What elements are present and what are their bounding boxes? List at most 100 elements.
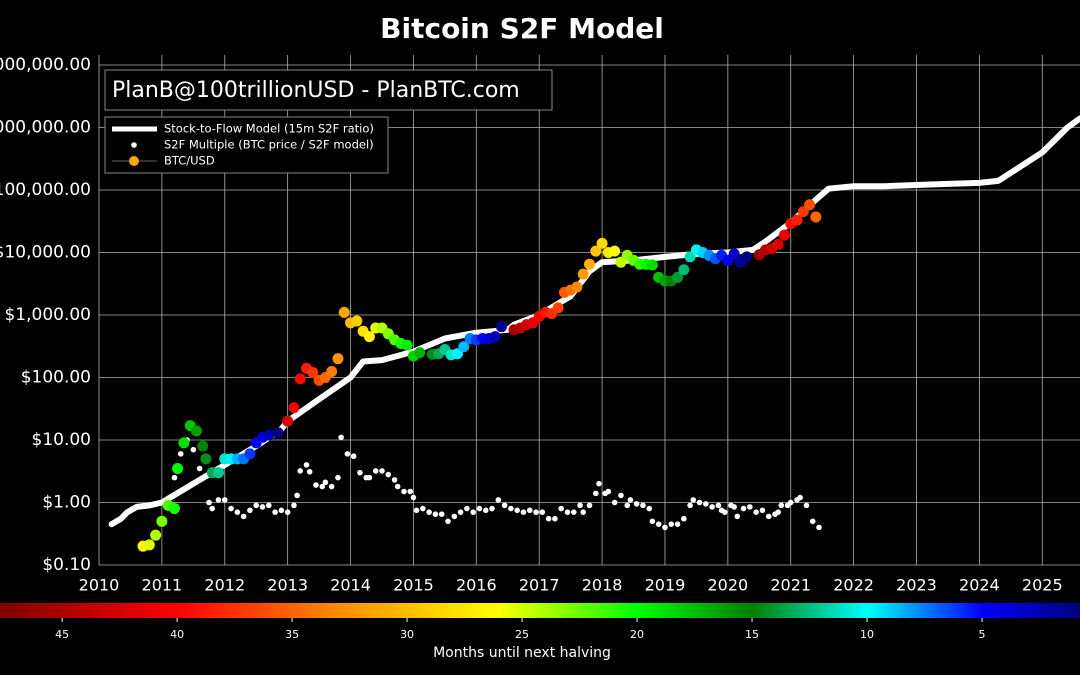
- colorbar-label: Months until next halving: [433, 645, 611, 661]
- multiple-point: [501, 502, 508, 509]
- price-point: [307, 367, 319, 379]
- multiple-point: [432, 511, 439, 517]
- multiple-point: [190, 446, 197, 453]
- multiple-point: [514, 507, 520, 514]
- price-point: [143, 539, 155, 551]
- multiple-point: [457, 509, 464, 515]
- multiple-point: [662, 524, 668, 531]
- multiple-point: [640, 502, 646, 509]
- price-point: [363, 331, 375, 343]
- multiple-point: [495, 497, 502, 503]
- multiple-point: [721, 509, 728, 515]
- price-point: [414, 347, 426, 359]
- price-point: [552, 302, 564, 314]
- multiple-point: [778, 502, 785, 509]
- multiple-point: [344, 451, 351, 457]
- multiple-point: [570, 509, 577, 515]
- multiple-point: [253, 502, 260, 509]
- multiple-point: [476, 505, 483, 512]
- multiple-point: [372, 468, 379, 474]
- multiple-point: [649, 518, 656, 525]
- y-tick-label: $0.10: [42, 555, 91, 575]
- colorbar-tick-label: 30: [400, 628, 414, 641]
- price-point: [332, 353, 344, 365]
- price-point: [178, 437, 190, 449]
- multiple-point: [618, 492, 624, 499]
- multiple-point: [206, 499, 212, 506]
- multiple-point: [489, 505, 495, 512]
- price-point: [156, 515, 168, 527]
- colorbar-tick-label: 25: [515, 628, 529, 641]
- multiple-point: [470, 509, 476, 515]
- multiple-point: [401, 488, 407, 495]
- price-point: [190, 425, 202, 437]
- multiple-point: [520, 509, 527, 515]
- multiple-point: [272, 509, 278, 515]
- multiple-point: [753, 509, 759, 515]
- multiple-point: [410, 494, 417, 501]
- price-point: [495, 321, 507, 333]
- multiple-point: [306, 468, 313, 475]
- price-point: [282, 415, 294, 427]
- multiple-point: [605, 488, 612, 495]
- multiple-point: [731, 504, 737, 510]
- multiple-point: [539, 509, 546, 515]
- multiple-point: [357, 469, 363, 476]
- multiple-point: [322, 479, 329, 486]
- x-tick-label: 2024: [959, 576, 1000, 595]
- multiple-point: [319, 483, 326, 490]
- legend: Stock-to-Flow Model (15m S2F ratio) S2F M…: [104, 116, 389, 174]
- price-point: [791, 214, 803, 226]
- x-tick-label: 2011: [142, 576, 183, 595]
- multiple-point: [196, 465, 203, 472]
- plot-area: [108, 115, 1080, 552]
- multiple-point: [687, 502, 693, 509]
- price-point: [778, 229, 790, 241]
- price-point: [338, 306, 350, 318]
- multiple-point: [445, 518, 451, 525]
- multiple-point: [228, 505, 234, 512]
- multiple-point: [577, 502, 583, 509]
- x-tick-label: 2015: [393, 576, 434, 595]
- price-point: [288, 402, 300, 414]
- multiple-point: [668, 521, 675, 527]
- colorbar-tick-label: 5: [979, 628, 986, 641]
- multiple-point: [545, 515, 552, 522]
- price-point: [596, 237, 608, 249]
- x-tick-label: 2012: [204, 576, 245, 595]
- multiple-point: [646, 505, 653, 512]
- colorbar-tick-label: 35: [285, 628, 299, 641]
- price-point: [684, 251, 696, 263]
- multiple-point: [552, 515, 558, 522]
- multiple-point: [265, 502, 272, 509]
- legend-swatch: [129, 156, 139, 166]
- multiple-point: [747, 504, 753, 510]
- price-point: [577, 268, 589, 280]
- multiple-point: [696, 499, 703, 506]
- multiple-point: [816, 524, 822, 531]
- colorbar-tick-label: 15: [745, 628, 759, 641]
- x-tick-label: 2021: [770, 576, 811, 595]
- annotation: PlanB@100trillionUSD - PlanBTC.com: [112, 78, 520, 103]
- x-tick-label: 2025: [1022, 576, 1063, 595]
- price-point: [741, 251, 753, 263]
- multiple-point: [394, 483, 401, 490]
- colorbar-tick-label: 10: [860, 628, 874, 641]
- multiple-point: [328, 483, 335, 490]
- multiple-point: [278, 507, 285, 514]
- multiple-point: [294, 492, 300, 499]
- y-tick-label: $1.00: [42, 492, 91, 512]
- multiple-point: [391, 477, 398, 483]
- colorbar-tick-label: 20: [630, 628, 644, 641]
- x-tick-label: 2014: [330, 576, 371, 595]
- multiple-point: [379, 468, 385, 474]
- multiple-point: [407, 488, 414, 495]
- multiple-point: [703, 501, 709, 507]
- price-point: [197, 440, 209, 452]
- x-tick-label: 2020: [707, 576, 748, 595]
- y-tick-label: $100.00: [21, 367, 91, 387]
- price-point: [172, 462, 184, 474]
- price-point: [458, 341, 470, 353]
- multiple-point: [586, 502, 593, 509]
